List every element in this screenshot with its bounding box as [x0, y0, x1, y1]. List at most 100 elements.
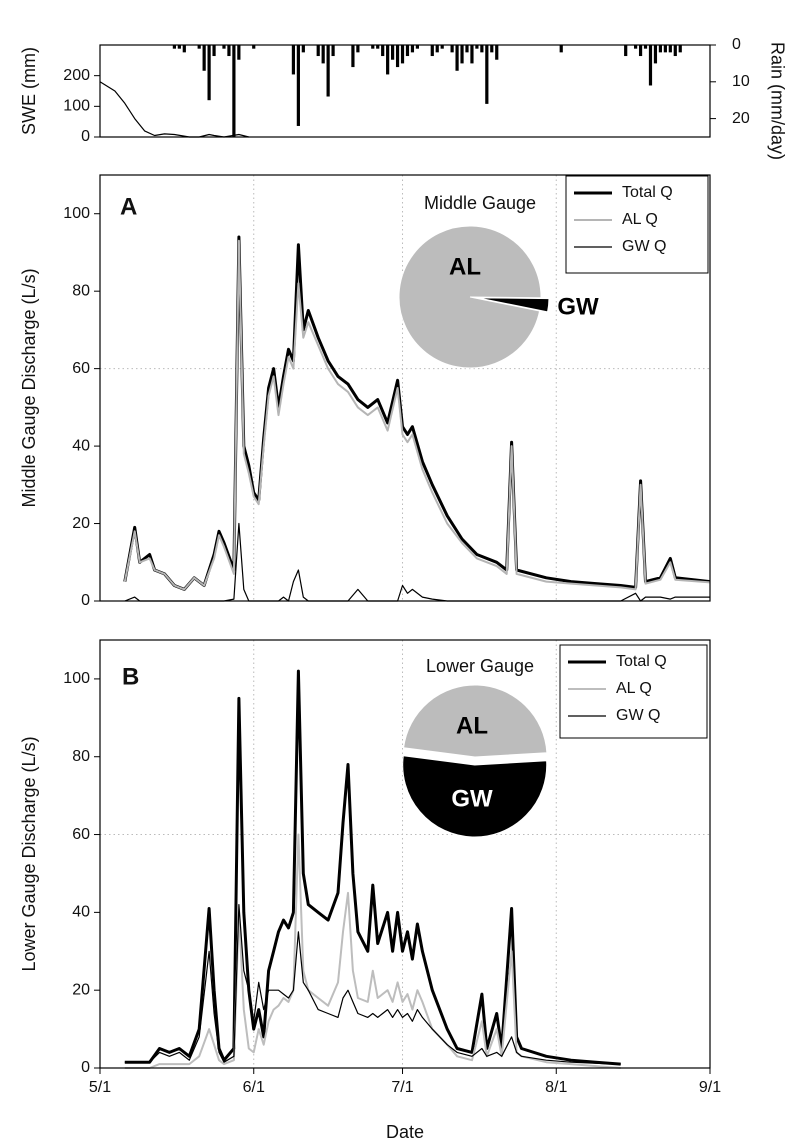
series-line: [99, 81, 249, 138]
rain-bar: [331, 45, 335, 57]
rain-bar: [485, 45, 489, 104]
rain-bar: [291, 45, 296, 75]
y-tick-label: 80: [72, 282, 90, 299]
pie-title: Middle Gauge: [424, 193, 536, 213]
rain-bar: [465, 45, 469, 53]
y-axis-label: Lower Gauge Discharge (L/s): [19, 736, 39, 971]
series-line: [124, 669, 621, 1066]
rain-bar: [663, 45, 667, 53]
rain-bar: [172, 45, 176, 49]
rain-bar: [227, 45, 231, 57]
rain-bar: [435, 45, 439, 53]
rain-bar: [391, 45, 395, 60]
y-tick-label: 20: [72, 981, 90, 998]
rain-bar: [177, 45, 181, 49]
pie-label: AL: [449, 253, 481, 280]
x-tick-label: 6/1: [243, 1079, 265, 1096]
pie-slice: [398, 225, 542, 369]
rain-bar: [326, 45, 330, 97]
rain-bar: [202, 45, 206, 71]
y2-axis-label: Rain (mm/day): [767, 42, 787, 160]
rain-bar: [653, 45, 658, 64]
pie-slice: [402, 755, 548, 838]
legend-label: GW Q: [622, 238, 666, 255]
legend-label: GW Q: [616, 707, 660, 724]
y-tick-label: 60: [72, 360, 90, 377]
pie-slice: [403, 684, 548, 758]
y-tick-label: 40: [72, 904, 90, 921]
y-tick-label: 60: [72, 826, 90, 843]
y-tick-label: 20: [72, 515, 90, 532]
rain-bar: [470, 45, 474, 64]
rain-bar: [400, 45, 405, 64]
rain-bar: [252, 45, 256, 49]
rain-bar: [415, 45, 419, 49]
rain-bar: [301, 45, 305, 53]
series-line: [124, 904, 621, 1065]
rain-bar: [321, 45, 325, 64]
rain-bar: [634, 45, 638, 49]
rain-bar: [222, 45, 226, 49]
x-tick-label: 9/1: [699, 1079, 721, 1096]
legend-label: Total Q: [622, 184, 673, 201]
x-axis-label: Date: [386, 1122, 424, 1142]
rain-bar: [638, 45, 643, 57]
rain-bar: [460, 45, 464, 64]
pie-title: Lower Gauge: [426, 656, 534, 676]
plot-frame: [99, 44, 711, 138]
rain-bar: [356, 45, 360, 53]
y2-tick-label: 0: [732, 36, 741, 53]
rain-bar: [430, 45, 434, 57]
rain-bar: [182, 45, 186, 53]
x-tick-label: 7/1: [391, 1079, 413, 1096]
rain-bar: [395, 45, 400, 68]
plot-frame: [99, 639, 711, 1069]
rain-bar: [559, 45, 563, 53]
panel-label: A: [120, 193, 137, 220]
legend-label: Total Q: [616, 653, 667, 670]
rain-bar: [386, 45, 390, 75]
y-tick-label: 80: [72, 748, 90, 765]
y-tick-label: 200: [63, 67, 90, 84]
panel-label: B: [122, 663, 139, 690]
rain-bar: [480, 45, 484, 53]
rain-bar: [658, 45, 663, 53]
rain-bar: [455, 45, 459, 71]
series-line: [123, 239, 711, 591]
legend-label: AL Q: [622, 211, 658, 228]
rain-bar: [648, 45, 653, 86]
rain-bar: [673, 45, 677, 57]
rain-bar: [668, 45, 672, 53]
y-axis-label: Middle Gauge Discharge (L/s): [19, 268, 39, 507]
rain-bar: [351, 45, 355, 68]
rain-bar: [643, 45, 648, 49]
y2-tick-label: 20: [732, 110, 750, 127]
y-tick-label: 100: [63, 670, 90, 687]
y2-tick-label: 10: [732, 73, 750, 90]
y-tick-label: 100: [63, 205, 90, 222]
y-tick-label: 0: [81, 1059, 90, 1076]
rain-bar: [376, 45, 380, 49]
rain-bar: [405, 45, 410, 57]
y-tick-label: 100: [63, 98, 90, 115]
y-tick-label: 40: [72, 437, 90, 454]
rain-bar: [237, 45, 241, 60]
pie-label: GW: [451, 785, 493, 812]
y-axis-label: SWE (mm): [19, 47, 39, 135]
pie-label: GW: [557, 293, 599, 320]
rain-bar: [371, 45, 375, 49]
rain-bar: [212, 45, 216, 57]
rain-bar: [410, 45, 415, 53]
rain-bar: [490, 45, 494, 53]
rain-bar: [207, 45, 211, 101]
pie-slice: [477, 297, 550, 313]
rain-bar: [316, 45, 320, 57]
y-tick-label: 0: [81, 592, 90, 609]
rain-bar: [296, 45, 300, 126]
rain-bar: [232, 45, 236, 137]
y-tick-label: 0: [81, 128, 90, 145]
rain-bar: [197, 45, 201, 49]
pie-label: AL: [456, 712, 488, 739]
x-tick-label: 5/1: [89, 1079, 111, 1096]
